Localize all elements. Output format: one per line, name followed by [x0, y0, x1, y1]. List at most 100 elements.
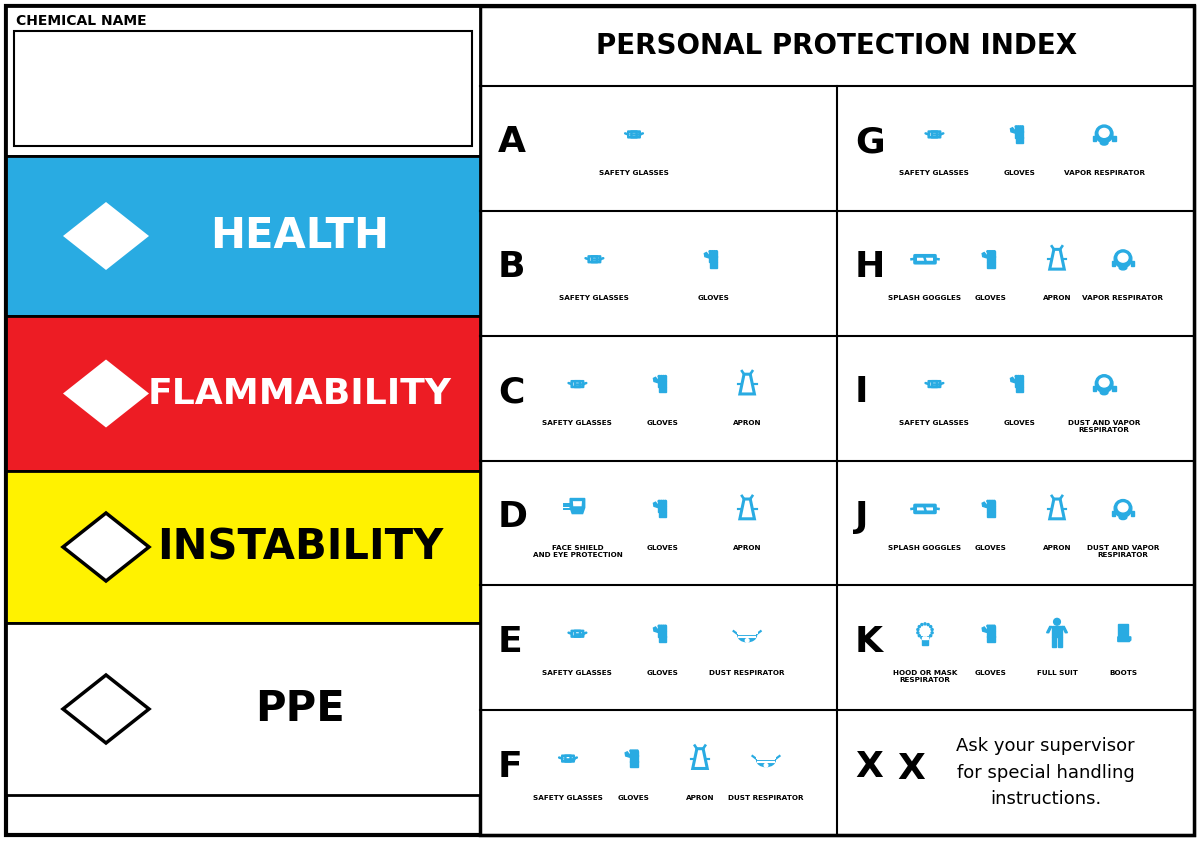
Bar [1111, 262, 1115, 266]
Circle shape [918, 635, 920, 637]
Text: X: X [854, 749, 883, 784]
Text: C: C [498, 375, 524, 409]
Bar [665, 376, 666, 382]
Bar [1021, 127, 1024, 132]
Ellipse shape [665, 625, 666, 627]
Bar [6, 316, 480, 471]
Bar [658, 626, 660, 631]
Bar [988, 262, 995, 267]
Bar [989, 626, 991, 631]
Polygon shape [64, 359, 149, 427]
Bar [660, 376, 662, 382]
Ellipse shape [712, 251, 713, 252]
Ellipse shape [630, 750, 632, 752]
Bar [994, 501, 995, 506]
Text: GLOVES: GLOVES [1003, 420, 1036, 426]
Ellipse shape [994, 500, 995, 502]
Text: SPLASH GOGGLES: SPLASH GOGGLES [888, 295, 961, 301]
Ellipse shape [658, 500, 660, 502]
Text: CHEMICAL NAME: CHEMICAL NAME [16, 14, 146, 28]
Bar [986, 501, 989, 506]
Bar [991, 251, 994, 257]
Bar [923, 637, 928, 639]
Text: DUST AND VAPOR
RESPIRATOR: DUST AND VAPOR RESPIRATOR [1087, 545, 1159, 558]
Polygon shape [571, 500, 583, 507]
Text: FACE SHIELD
AND EYE PROTECTION: FACE SHIELD AND EYE PROTECTION [533, 545, 623, 558]
Text: PPE: PPE [256, 688, 344, 730]
Polygon shape [654, 378, 658, 383]
Bar [658, 376, 660, 382]
Ellipse shape [1015, 126, 1018, 127]
Bar [989, 251, 991, 257]
Text: I: I [854, 375, 869, 409]
Ellipse shape [1100, 140, 1108, 145]
Text: Ask your supervisor
for special handling
instructions.: Ask your supervisor for special handling… [956, 738, 1135, 808]
Polygon shape [64, 675, 149, 743]
Ellipse shape [1015, 375, 1018, 377]
Ellipse shape [1019, 375, 1021, 377]
Text: J: J [854, 500, 869, 534]
Bar [1015, 381, 1024, 387]
Ellipse shape [1120, 265, 1127, 270]
Ellipse shape [989, 500, 991, 502]
Ellipse shape [738, 628, 756, 642]
Bar [1019, 376, 1021, 382]
Bar [1111, 511, 1115, 516]
Circle shape [1054, 618, 1061, 625]
Polygon shape [1052, 637, 1056, 647]
Text: SAFETY GLASSES: SAFETY GLASSES [900, 420, 970, 426]
Bar [989, 501, 991, 506]
Text: APRON: APRON [733, 420, 761, 426]
Circle shape [745, 638, 749, 643]
Ellipse shape [658, 375, 660, 377]
Bar [6, 623, 480, 795]
Ellipse shape [1018, 126, 1019, 127]
Circle shape [928, 623, 929, 626]
Circle shape [920, 637, 923, 639]
Ellipse shape [713, 251, 715, 252]
Bar [986, 257, 995, 262]
Ellipse shape [1114, 250, 1132, 267]
Bar [988, 637, 995, 642]
Bar [665, 626, 666, 631]
Circle shape [920, 623, 923, 626]
Bar [630, 761, 637, 767]
Text: APRON: APRON [733, 545, 761, 551]
Bar [994, 626, 995, 631]
Text: F: F [498, 749, 523, 784]
Polygon shape [1050, 499, 1064, 519]
Bar [1018, 376, 1019, 382]
Bar [986, 626, 989, 631]
Text: HEALTH: HEALTH [210, 215, 389, 257]
Text: DUST AND VAPOR
RESPIRATOR: DUST AND VAPOR RESPIRATOR [1068, 420, 1140, 433]
Bar [634, 751, 636, 756]
Ellipse shape [994, 251, 995, 252]
Circle shape [924, 623, 926, 625]
Ellipse shape [1019, 126, 1021, 127]
Text: GLOVES: GLOVES [647, 420, 678, 426]
Polygon shape [1050, 250, 1064, 269]
Ellipse shape [662, 625, 665, 627]
Bar [1015, 131, 1024, 138]
Bar [715, 251, 718, 257]
Circle shape [930, 635, 931, 637]
Bar [1015, 376, 1018, 382]
Text: SAFETY GLASSES: SAFETY GLASSES [533, 795, 602, 801]
Text: SAFETY GLASSES: SAFETY GLASSES [599, 171, 668, 177]
Bar [1112, 136, 1116, 141]
Text: E: E [498, 625, 523, 659]
Bar [659, 637, 666, 642]
Text: GLOVES: GLOVES [647, 545, 678, 551]
Text: GLOVES: GLOVES [976, 545, 1007, 551]
Bar [756, 751, 776, 759]
Text: GLOVES: GLOVES [618, 795, 650, 801]
Text: B: B [498, 251, 526, 284]
Text: FLAMMABILITY: FLAMMABILITY [148, 377, 452, 410]
Bar [636, 751, 638, 756]
Ellipse shape [1018, 375, 1019, 377]
Text: SAFETY GLASSES: SAFETY GLASSES [542, 420, 612, 426]
Text: X: X [898, 752, 925, 785]
Ellipse shape [665, 500, 666, 502]
Polygon shape [982, 252, 986, 258]
Bar [658, 505, 666, 512]
